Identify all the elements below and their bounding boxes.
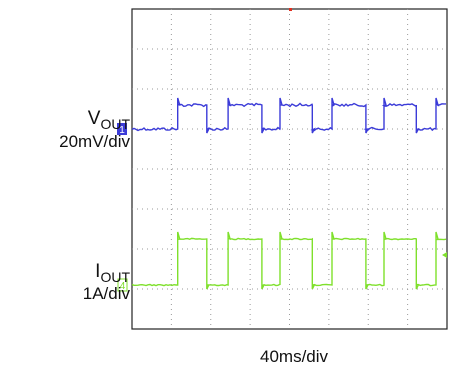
channel-4-marker: 4 bbox=[117, 278, 128, 292]
vout-label: VOUT bbox=[87, 108, 130, 133]
trigger-level-marker bbox=[442, 252, 447, 258]
channel-1-marker: 1 bbox=[117, 123, 127, 136]
time-scale-label: 40ms/div bbox=[260, 347, 329, 366]
iout-scale-label: 1A/div bbox=[82, 284, 130, 303]
channel-1-marker-label: 1 bbox=[119, 125, 125, 136]
iout-label: IOUT bbox=[95, 261, 130, 286]
trigger-marker bbox=[289, 8, 292, 11]
vout-scale-label: 20mV/div bbox=[59, 132, 130, 151]
trace-out-i bbox=[131, 231, 447, 290]
trace-out-v bbox=[131, 97, 446, 134]
traces bbox=[131, 97, 447, 290]
channel-4-marker-label: 4 bbox=[120, 281, 126, 292]
grid bbox=[132, 9, 447, 329]
channel-markers: 14 bbox=[117, 123, 128, 292]
